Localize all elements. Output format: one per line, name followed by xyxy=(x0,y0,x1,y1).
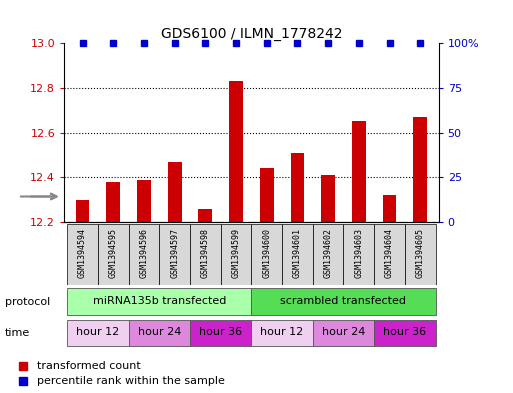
Text: GSM1394598: GSM1394598 xyxy=(201,228,210,278)
Text: GSM1394600: GSM1394600 xyxy=(262,228,271,278)
Bar xyxy=(229,81,243,222)
Bar xyxy=(321,175,335,222)
FancyBboxPatch shape xyxy=(67,288,251,315)
FancyBboxPatch shape xyxy=(129,320,190,346)
FancyBboxPatch shape xyxy=(98,224,129,285)
Text: GSM1394601: GSM1394601 xyxy=(293,228,302,278)
FancyBboxPatch shape xyxy=(251,224,282,285)
Bar xyxy=(75,200,89,222)
Text: hour 36: hour 36 xyxy=(199,327,242,338)
Text: GSM1394604: GSM1394604 xyxy=(385,228,394,278)
FancyBboxPatch shape xyxy=(313,320,374,346)
Bar xyxy=(199,209,212,222)
Bar xyxy=(383,195,397,222)
Text: GSM1394597: GSM1394597 xyxy=(170,228,179,278)
FancyBboxPatch shape xyxy=(251,320,313,346)
Text: hour 36: hour 36 xyxy=(383,327,426,338)
Text: hour 12: hour 12 xyxy=(76,327,120,338)
Bar xyxy=(106,182,120,222)
Text: hour 24: hour 24 xyxy=(322,327,365,338)
Bar xyxy=(260,169,273,222)
Text: GSM1394595: GSM1394595 xyxy=(109,228,118,278)
Text: GSM1394596: GSM1394596 xyxy=(140,228,148,278)
Bar xyxy=(413,117,427,222)
Bar xyxy=(137,180,151,222)
Text: GSM1394603: GSM1394603 xyxy=(354,228,363,278)
Text: scrambled transfected: scrambled transfected xyxy=(281,296,406,306)
Text: GSM1394594: GSM1394594 xyxy=(78,228,87,278)
Text: GSM1394599: GSM1394599 xyxy=(231,228,241,278)
Bar xyxy=(168,162,182,222)
Text: GSM1394605: GSM1394605 xyxy=(416,228,425,278)
Text: hour 24: hour 24 xyxy=(137,327,181,338)
Text: miRNA135b transfected: miRNA135b transfected xyxy=(92,296,226,306)
FancyBboxPatch shape xyxy=(282,224,313,285)
Title: GDS6100 / ILMN_1778242: GDS6100 / ILMN_1778242 xyxy=(161,27,342,41)
Text: protocol: protocol xyxy=(5,297,50,307)
Text: GSM1394602: GSM1394602 xyxy=(324,228,332,278)
Text: transformed count: transformed count xyxy=(37,360,141,371)
FancyBboxPatch shape xyxy=(313,224,344,285)
FancyBboxPatch shape xyxy=(344,224,374,285)
Text: hour 12: hour 12 xyxy=(261,327,304,338)
FancyBboxPatch shape xyxy=(159,224,190,285)
FancyBboxPatch shape xyxy=(374,224,405,285)
FancyBboxPatch shape xyxy=(190,320,251,346)
FancyBboxPatch shape xyxy=(67,320,129,346)
FancyBboxPatch shape xyxy=(221,224,251,285)
FancyBboxPatch shape xyxy=(190,224,221,285)
Text: time: time xyxy=(5,328,30,338)
FancyBboxPatch shape xyxy=(251,288,436,315)
FancyBboxPatch shape xyxy=(405,224,436,285)
Bar xyxy=(352,121,366,222)
FancyBboxPatch shape xyxy=(374,320,436,346)
Text: percentile rank within the sample: percentile rank within the sample xyxy=(37,376,225,386)
FancyBboxPatch shape xyxy=(129,224,159,285)
FancyBboxPatch shape xyxy=(67,224,98,285)
Bar xyxy=(290,153,304,222)
